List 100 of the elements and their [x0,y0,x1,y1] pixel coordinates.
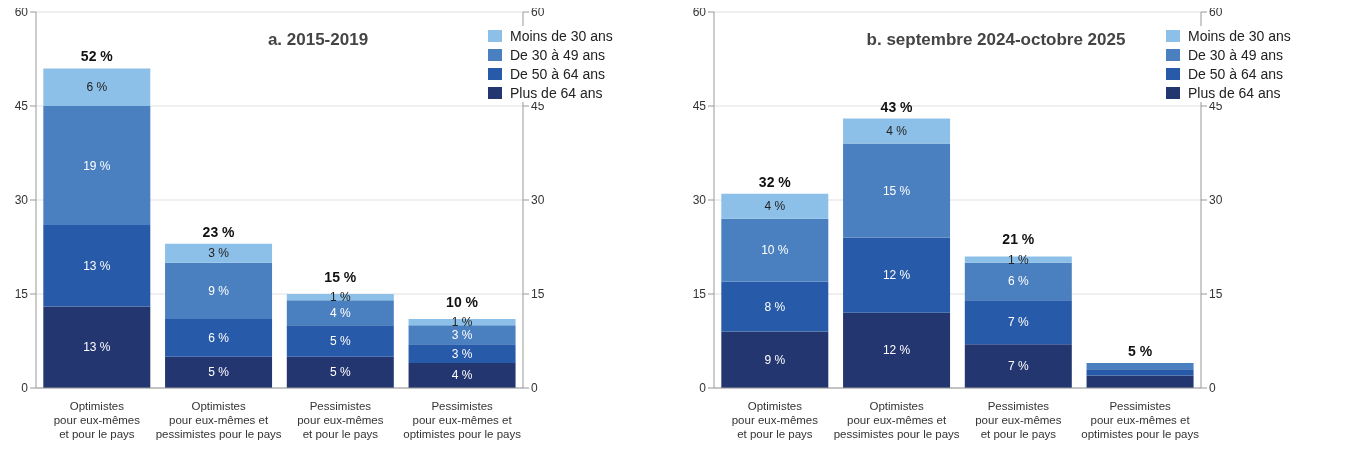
bar [286,325,394,357]
data-label: 4 % [329,305,351,320]
total-label: 23 % [202,223,236,240]
data-label: 3 % [451,327,473,342]
x-tick-label: Optimistes pour eux-mêmes et pour le pays [53,400,141,440]
data-label: 5 % [329,334,351,348]
data-label: 3 % [451,346,473,361]
bar [165,356,273,388]
text: a. 2015-2019 [266,30,370,50]
data-label: 7 % [1007,315,1029,330]
bar [1086,375,1194,388]
bar [1086,362,1194,370]
y-tick-label: 60 [692,5,707,20]
x-tick-label: Optimistes pour eux-mêmes et pessimistes pour le pays [155,400,282,440]
text: b. septembre 2024-octobre 2025 [865,30,1127,50]
data-label: 10 % [761,243,789,258]
y-tick-label: 15 [692,287,707,302]
data-label: 4 % [764,199,786,214]
bar [165,262,273,320]
legend-label: De 50 à 64 ans [510,65,605,82]
bar [408,362,516,388]
data-label: 9 % [208,283,230,298]
bar [964,256,1072,263]
bar [964,262,1072,301]
legend-label: De 50 à 64 ans [1188,65,1283,82]
x-tick-label: Pessimistes pour eux-mêmes et optimistes pour le pays [403,400,522,440]
y2-tick-label: 0 [1209,381,1216,396]
data-label: 4 % [451,368,473,383]
data-label: 19 % [83,158,111,173]
bar [1086,369,1194,376]
y-tick-label: 45 [692,99,707,114]
bar [43,306,151,388]
x-tick-label: Optimistes pour eux-mêmes et pessimistes pour le pays [833,400,960,440]
y2-tick-label: 60 [531,5,545,20]
data-label: 8 % [764,299,786,314]
legend-label: Plus de 64 ans [510,84,603,101]
y-tick-label: 0 [21,381,29,396]
y-tick-label: 60 [14,5,29,20]
data-label: 13 % [83,340,111,355]
total-label: 10 % [446,294,479,311]
bar [165,243,273,263]
bar [721,218,829,282]
y-tick-label: 45 [14,99,29,114]
x-tick-label: Pessimistes pour eux-mêmes et pour le pays [975,400,1062,440]
bar [721,281,829,332]
y2-tick-label: 30 [531,193,545,208]
legend-label: Plus de 64 ans [1188,84,1281,101]
bar [165,319,273,357]
y-tick-label: 15 [14,287,29,302]
data-label: 5 % [329,365,351,380]
bar [843,143,951,238]
data-label: 4 % [886,124,908,139]
data-label: 5 % [208,365,230,380]
bar [286,300,394,326]
legend-label: De 30 à 49 ans [1188,46,1283,63]
x-tick-label: Pessimistes pour eux-mêmes et pour le pays [297,400,384,440]
y-tick-label: 30 [692,193,707,208]
data-label: 1 % [329,290,351,305]
total-label: 5 % [1127,342,1153,359]
total-label: 32 % [758,173,792,190]
bar [721,193,829,219]
legend-label: Moins de 30 ans [510,27,613,44]
bar [43,68,151,106]
bar [964,300,1072,345]
data-label: 6 % [208,330,230,345]
bar [408,344,516,363]
y2-tick-label: 30 [1209,193,1223,208]
data-label: 7 % [1007,359,1029,374]
data-label: 12 % [882,343,911,358]
data-label: 9 % [764,352,786,367]
data-label: 1 % [451,315,473,330]
bar [843,118,951,144]
data-label: 1 % [1007,252,1029,267]
y2-tick-label: 15 [1209,287,1223,302]
total-label: 21 % [1002,231,1035,248]
x-tick-label: Pessimistes pour eux-mêmes et optimistes pour le pays [1081,400,1200,440]
data-label: 6 % [86,80,108,95]
y2-tick-label: 0 [531,381,538,396]
legend-label: De 30 à 49 ans [510,46,605,63]
bar [964,344,1072,388]
y2-tick-label: 15 [531,287,545,302]
bar [721,331,829,388]
data-label: 15 % [882,183,911,198]
total-label: 52 % [80,48,114,65]
y-tick-label: 0 [699,381,707,396]
legend-label: Moins de 30 ans [1188,27,1291,44]
bar [408,325,516,345]
bar [843,237,951,313]
bar [286,356,394,388]
data-label: 6 % [1007,274,1029,289]
data-label: 12 % [882,268,911,283]
data-label: 13 % [83,258,111,273]
bar [43,106,151,226]
total-label: 15 % [324,269,357,285]
data-label: 3 % [208,246,230,261]
y2-tick-label: 60 [1209,5,1223,20]
y-tick-label: 30 [14,193,29,208]
total-label: 43 % [880,98,914,115]
bar [43,225,151,307]
bar [843,312,951,388]
